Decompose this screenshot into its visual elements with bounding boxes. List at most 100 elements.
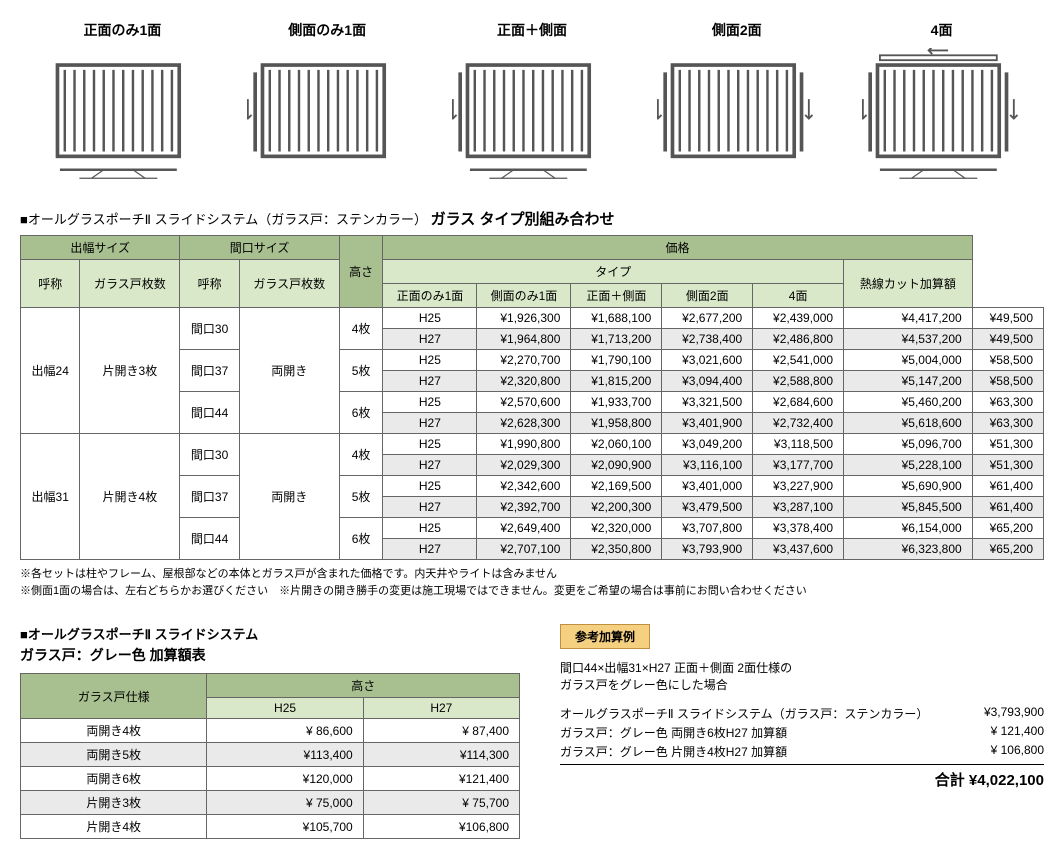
- cell-spec: 片開き3枚: [21, 791, 207, 815]
- diagram-label: 側面のみ1面: [247, 20, 407, 40]
- cell-maguchi: 間口30: [180, 308, 239, 350]
- cell-price: ¥2,320,800: [477, 371, 571, 392]
- section2-title1: ■オールグラスポーチⅡ スライドシステム: [20, 624, 520, 643]
- th-kakaku: 価格: [383, 236, 972, 260]
- cell-maguchi: 間口37: [180, 476, 239, 518]
- diagram-2: 正面＋側面: [452, 20, 612, 188]
- cell-price: ¥4,537,200: [844, 329, 973, 350]
- example-line: オールグラスポーチⅡ スライドシステム（ガラス戸：ステンカラー）¥3,793,9…: [560, 705, 1044, 722]
- cell-price: ¥1,688,100: [571, 308, 662, 329]
- cell-price: ¥2,270,700: [477, 350, 571, 371]
- cell-maisu: 6枚: [339, 518, 383, 560]
- cell-price: ¥3,227,900: [753, 476, 844, 497]
- notes: ※各セットは柱やフレーム、屋根部などの本体とガラス戸が含まれた価格です。内天井や…: [20, 566, 1044, 599]
- table-row: 片開き3枚¥ 75,000¥ 75,700: [21, 791, 520, 815]
- cell-spec: 片開き4枚: [21, 815, 207, 839]
- cell-nessen: ¥49,500: [972, 308, 1043, 329]
- cell-height: H27: [383, 413, 477, 434]
- cell-price: ¥3,287,100: [753, 497, 844, 518]
- cell-maisu: 5枚: [339, 350, 383, 392]
- main-pricing-table: 出幅サイズ 間口サイズ 高さ 価格 呼称 ガラス戸枚数 呼称 ガラス戸枚数 タイ…: [20, 235, 1044, 560]
- diagram-label: 正面のみ1面: [42, 20, 202, 40]
- cell-price: ¥5,460,200: [844, 392, 973, 413]
- cell-price: ¥1,926,300: [477, 308, 571, 329]
- cell-h25: ¥120,000: [207, 767, 363, 791]
- diagram-row: 正面のみ1面 側面のみ1面 正面＋側面 側面2面 4面: [20, 20, 1044, 188]
- cell-price: ¥2,628,300: [477, 413, 571, 434]
- th-dehaba: 出幅サイズ: [21, 236, 180, 260]
- cell-price: ¥3,793,900: [662, 539, 753, 560]
- table-row: 両開き4枚¥ 86,600¥ 87,400: [21, 719, 520, 743]
- example-desc2: ガラス戸をグレー色にした場合: [560, 676, 1044, 693]
- th-door-maisu: ガラス戸枚数: [239, 260, 339, 308]
- cell-nessen: ¥61,400: [972, 497, 1043, 518]
- cell-price: ¥2,684,600: [753, 392, 844, 413]
- cell-height: H25: [383, 518, 477, 539]
- cell-price: ¥1,933,700: [571, 392, 662, 413]
- cell-maguchi: 間口44: [180, 392, 239, 434]
- cell-height: H27: [383, 455, 477, 476]
- cell-h27: ¥114,300: [363, 743, 519, 767]
- cell-price: ¥5,228,100: [844, 455, 973, 476]
- cell-price: ¥2,732,400: [753, 413, 844, 434]
- cell-price: ¥1,964,800: [477, 329, 571, 350]
- cell-height: H25: [383, 350, 477, 371]
- cell-price: ¥2,320,000: [571, 518, 662, 539]
- cell-nessen: ¥65,200: [972, 518, 1043, 539]
- diagram-1: 側面のみ1面: [247, 20, 407, 188]
- gray-addition-table: ガラス戸仕様高さ H25H27両開き4枚¥ 86,600¥ 87,400両開き5…: [20, 673, 520, 839]
- table-row: 出幅24片開き3枚間口30両開き4枚H25¥1,926,300¥1,688,10…: [21, 308, 1044, 329]
- cell-height: H25: [383, 308, 477, 329]
- cell-maguchi-hiraki: 両開き: [239, 434, 339, 560]
- cell-nessen: ¥61,400: [972, 476, 1043, 497]
- example-line-label: オールグラスポーチⅡ スライドシステム（ガラス戸：ステンカラー）: [560, 705, 928, 722]
- th-maguchi: 間口サイズ: [180, 236, 339, 260]
- th-typecol: 正面＋側面: [571, 284, 662, 308]
- cell-price: ¥3,401,900: [662, 413, 753, 434]
- example-desc1: 間口44×出幅31×H27 正面＋側面 2面仕様の: [560, 659, 1044, 676]
- cell-dehaba: 出幅31: [21, 434, 80, 560]
- cell-price: ¥2,060,100: [571, 434, 662, 455]
- th-h27: H27: [363, 698, 519, 719]
- cell-nessen: ¥63,300: [972, 392, 1043, 413]
- cell-price: ¥3,021,600: [662, 350, 753, 371]
- diagram-4: 4面: [862, 20, 1022, 188]
- cell-height: H27: [383, 371, 477, 392]
- cell-maguchi: 間口44: [180, 518, 239, 560]
- th-typecol: 側面2面: [662, 284, 753, 308]
- cell-price: ¥2,486,800: [753, 329, 844, 350]
- cell-h25: ¥113,400: [207, 743, 363, 767]
- cell-h25: ¥ 86,600: [207, 719, 363, 743]
- cell-hiraki: 片開き3枚: [80, 308, 180, 434]
- cell-price: ¥2,677,200: [662, 308, 753, 329]
- cell-spec: 両開き5枚: [21, 743, 207, 767]
- cell-h27: ¥106,800: [363, 815, 519, 839]
- th-takasa: 高さ: [339, 236, 383, 308]
- example-total-label: 合計: [935, 772, 965, 789]
- cell-height: H27: [383, 539, 477, 560]
- th-nessen: 熱線カット加算額: [844, 260, 973, 308]
- cell-spec: 両開き4枚: [21, 719, 207, 743]
- example-line-price: ¥ 106,800: [991, 743, 1044, 760]
- cell-price: ¥2,342,600: [477, 476, 571, 497]
- cell-price: ¥2,649,400: [477, 518, 571, 539]
- section2: ■オールグラスポーチⅡ スライドシステム ガラス戸：グレー色 加算額表 ガラス戸…: [20, 624, 1044, 839]
- diagram-3: 側面2面: [657, 20, 817, 188]
- cell-hiraki: 片開き4枚: [80, 434, 180, 560]
- cell-price: ¥5,004,000: [844, 350, 973, 371]
- table-row: 両開き5枚¥113,400¥114,300: [21, 743, 520, 767]
- cell-price: ¥2,350,800: [571, 539, 662, 560]
- cell-price: ¥1,790,100: [571, 350, 662, 371]
- cell-price: ¥6,323,800: [844, 539, 973, 560]
- cell-price: ¥4,417,200: [844, 308, 973, 329]
- cell-price: ¥3,116,100: [662, 455, 753, 476]
- th-typecol: 側面のみ1面: [477, 284, 571, 308]
- th-spec: ガラス戸仕様: [21, 674, 207, 719]
- diagram-label: 4面: [862, 20, 1022, 40]
- diagram-label: 正面＋側面: [452, 20, 612, 40]
- cell-price: ¥3,177,700: [753, 455, 844, 476]
- cell-spec: 両開き6枚: [21, 767, 207, 791]
- cell-price: ¥1,815,200: [571, 371, 662, 392]
- cell-price: ¥2,090,900: [571, 455, 662, 476]
- cell-nessen: ¥51,300: [972, 434, 1043, 455]
